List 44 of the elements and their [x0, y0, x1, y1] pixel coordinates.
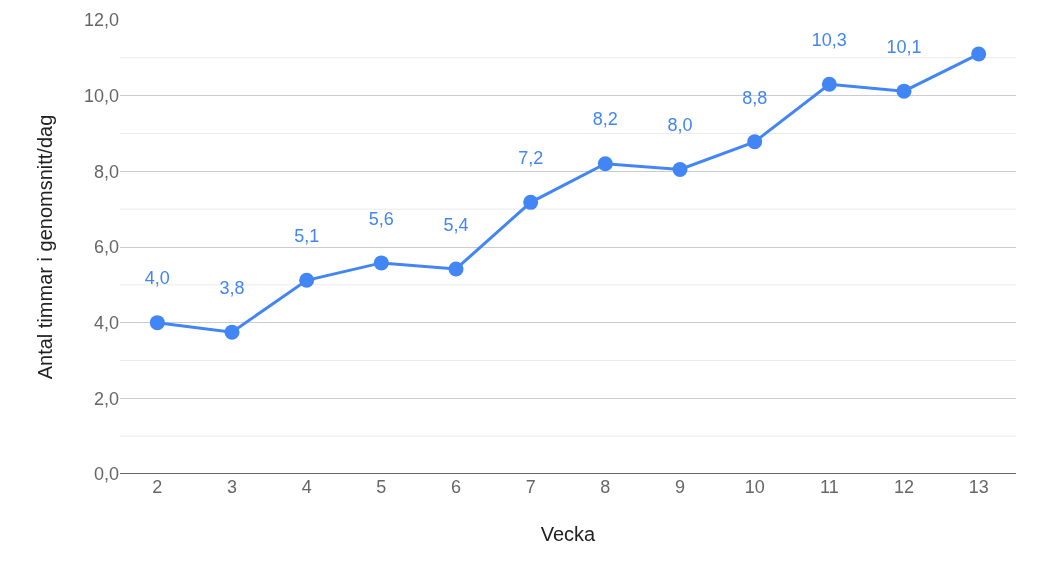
x-tick-label: 5 — [376, 477, 387, 497]
x-tick-label: 9 — [674, 477, 686, 497]
data-label: 5,4 — [443, 214, 469, 235]
x-tick-label: 11 — [819, 477, 839, 497]
x-tick-label: 3 — [226, 477, 238, 497]
x-tick-label: 10 — [744, 477, 765, 497]
y-axis-title: Antal timmar i genomsnitt/dag — [34, 114, 57, 380]
point — [299, 272, 315, 288]
data-label: 10,3 — [811, 30, 847, 51]
point — [149, 315, 165, 331]
x-tick-label: 8 — [600, 477, 611, 497]
data-label: 4,0 — [144, 268, 170, 289]
data-label: 8,0 — [667, 115, 693, 136]
data-label: 8,2 — [592, 109, 618, 130]
y-tick-label: 0,0 — [93, 464, 119, 485]
point — [971, 46, 987, 62]
y-tick-label: 4,0 — [93, 312, 119, 333]
x-tick-label: 6 — [450, 477, 462, 497]
point — [373, 255, 389, 271]
y-tick-label: 10,0 — [83, 85, 119, 106]
data-label: 8,8 — [742, 87, 768, 108]
point — [896, 83, 912, 99]
y-tick-label: 6,0 — [93, 237, 119, 258]
x-tick-label: 12 — [893, 477, 915, 497]
data-label: 10,1 — [886, 36, 922, 57]
y-tick-label: 8,0 — [93, 161, 119, 182]
point — [523, 194, 539, 210]
point — [224, 324, 240, 340]
point — [597, 156, 613, 172]
point — [448, 261, 464, 277]
point — [747, 134, 763, 150]
x-tick-label: 4 — [301, 477, 312, 497]
x-tick-label: 13 — [968, 477, 989, 497]
y-tick-label: 2,0 — [93, 388, 119, 409]
y-tick-label: 12,0 — [83, 10, 119, 31]
point — [821, 76, 837, 92]
data-label: 3,8 — [219, 277, 245, 298]
x-tick-label: 7 — [525, 477, 536, 497]
x-tick-label: 2 — [152, 477, 163, 497]
data-label: 5,6 — [368, 208, 394, 229]
point — [672, 161, 688, 177]
x-axis-title: Vecka — [540, 522, 597, 545]
data-label: 5,1 — [294, 226, 320, 247]
data-label: 7,2 — [518, 148, 544, 169]
